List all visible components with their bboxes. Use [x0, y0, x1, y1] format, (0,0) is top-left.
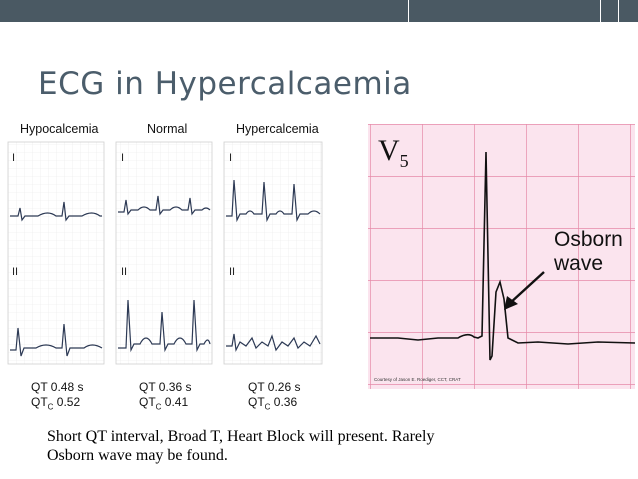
- slide-caption: Short QT interval, Broad T, Heart Block …: [47, 428, 435, 464]
- top-bar: [0, 0, 638, 22]
- lead-label: I: [12, 152, 16, 164]
- ecg-strips: [7, 141, 323, 365]
- trace-normal-lead-2: [118, 299, 211, 353]
- trace-normal-lead-1: [118, 195, 211, 216]
- lead-label: I: [229, 152, 233, 164]
- qt-values-hypocalcemia: QT 0.48 s QTC 0.52: [31, 380, 83, 414]
- column-heading-hypocalcemia: Hypocalcemia: [20, 122, 99, 136]
- image-credit: Courtesy of Jason E. Roediger, CCT, CRAT: [374, 377, 461, 382]
- top-bar-divider: [600, 0, 601, 22]
- lead-label: II: [121, 266, 128, 278]
- v5-ecg-grid: [368, 124, 635, 389]
- v5-lead-label: V5: [378, 134, 409, 171]
- qt-interval: QT 0.48 s: [31, 380, 84, 394]
- qtc-value: QTC 0.52: [31, 395, 81, 412]
- strip-hypocalcemia: [7, 141, 105, 365]
- osborn-arrow: [508, 271, 545, 305]
- top-bar-divider: [618, 0, 619, 22]
- qt-interval: QT 0.26 s: [248, 380, 301, 394]
- lead-label: II: [229, 266, 236, 278]
- top-bar-divider: [408, 0, 409, 22]
- ecg-comparison-figure: Hypocalcemia Normal Hypercalcemia I II I…: [0, 118, 330, 418]
- trace-hypercalcemia-lead-2: [226, 333, 321, 353]
- v5-trace: [370, 151, 635, 361]
- trace-hypercalcemia-lead-1: [226, 179, 321, 223]
- qtc-value: QTC 0.36: [248, 395, 298, 412]
- osborn-arrowhead: [504, 296, 518, 310]
- slide-title: ECG in Hypercalcaemia: [38, 66, 412, 102]
- qt-values-normal: QT 0.36 s QTC 0.41: [139, 380, 191, 414]
- qt-values-hypercalcemia: QT 0.26 s QTC 0.36: [248, 380, 300, 414]
- qt-interval: QT 0.36 s: [139, 380, 192, 394]
- column-heading-hypercalcemia: Hypercalcemia: [236, 122, 319, 136]
- v5-ecg-panel: V5 Osborn wave Courtesy of Jason E. Roed…: [368, 124, 635, 389]
- trace-hypocalcemia-lead-1: [10, 201, 102, 222]
- lead-label: I: [121, 152, 125, 164]
- trace-hypocalcemia-lead-2: [10, 323, 103, 357]
- osborn-wave-annotation: Osborn wave: [554, 228, 623, 275]
- strip-hypercalcemia: [223, 141, 323, 365]
- column-heading-normal: Normal: [147, 122, 188, 136]
- lead-label: II: [12, 266, 19, 278]
- qtc-value: QTC 0.41: [139, 395, 189, 412]
